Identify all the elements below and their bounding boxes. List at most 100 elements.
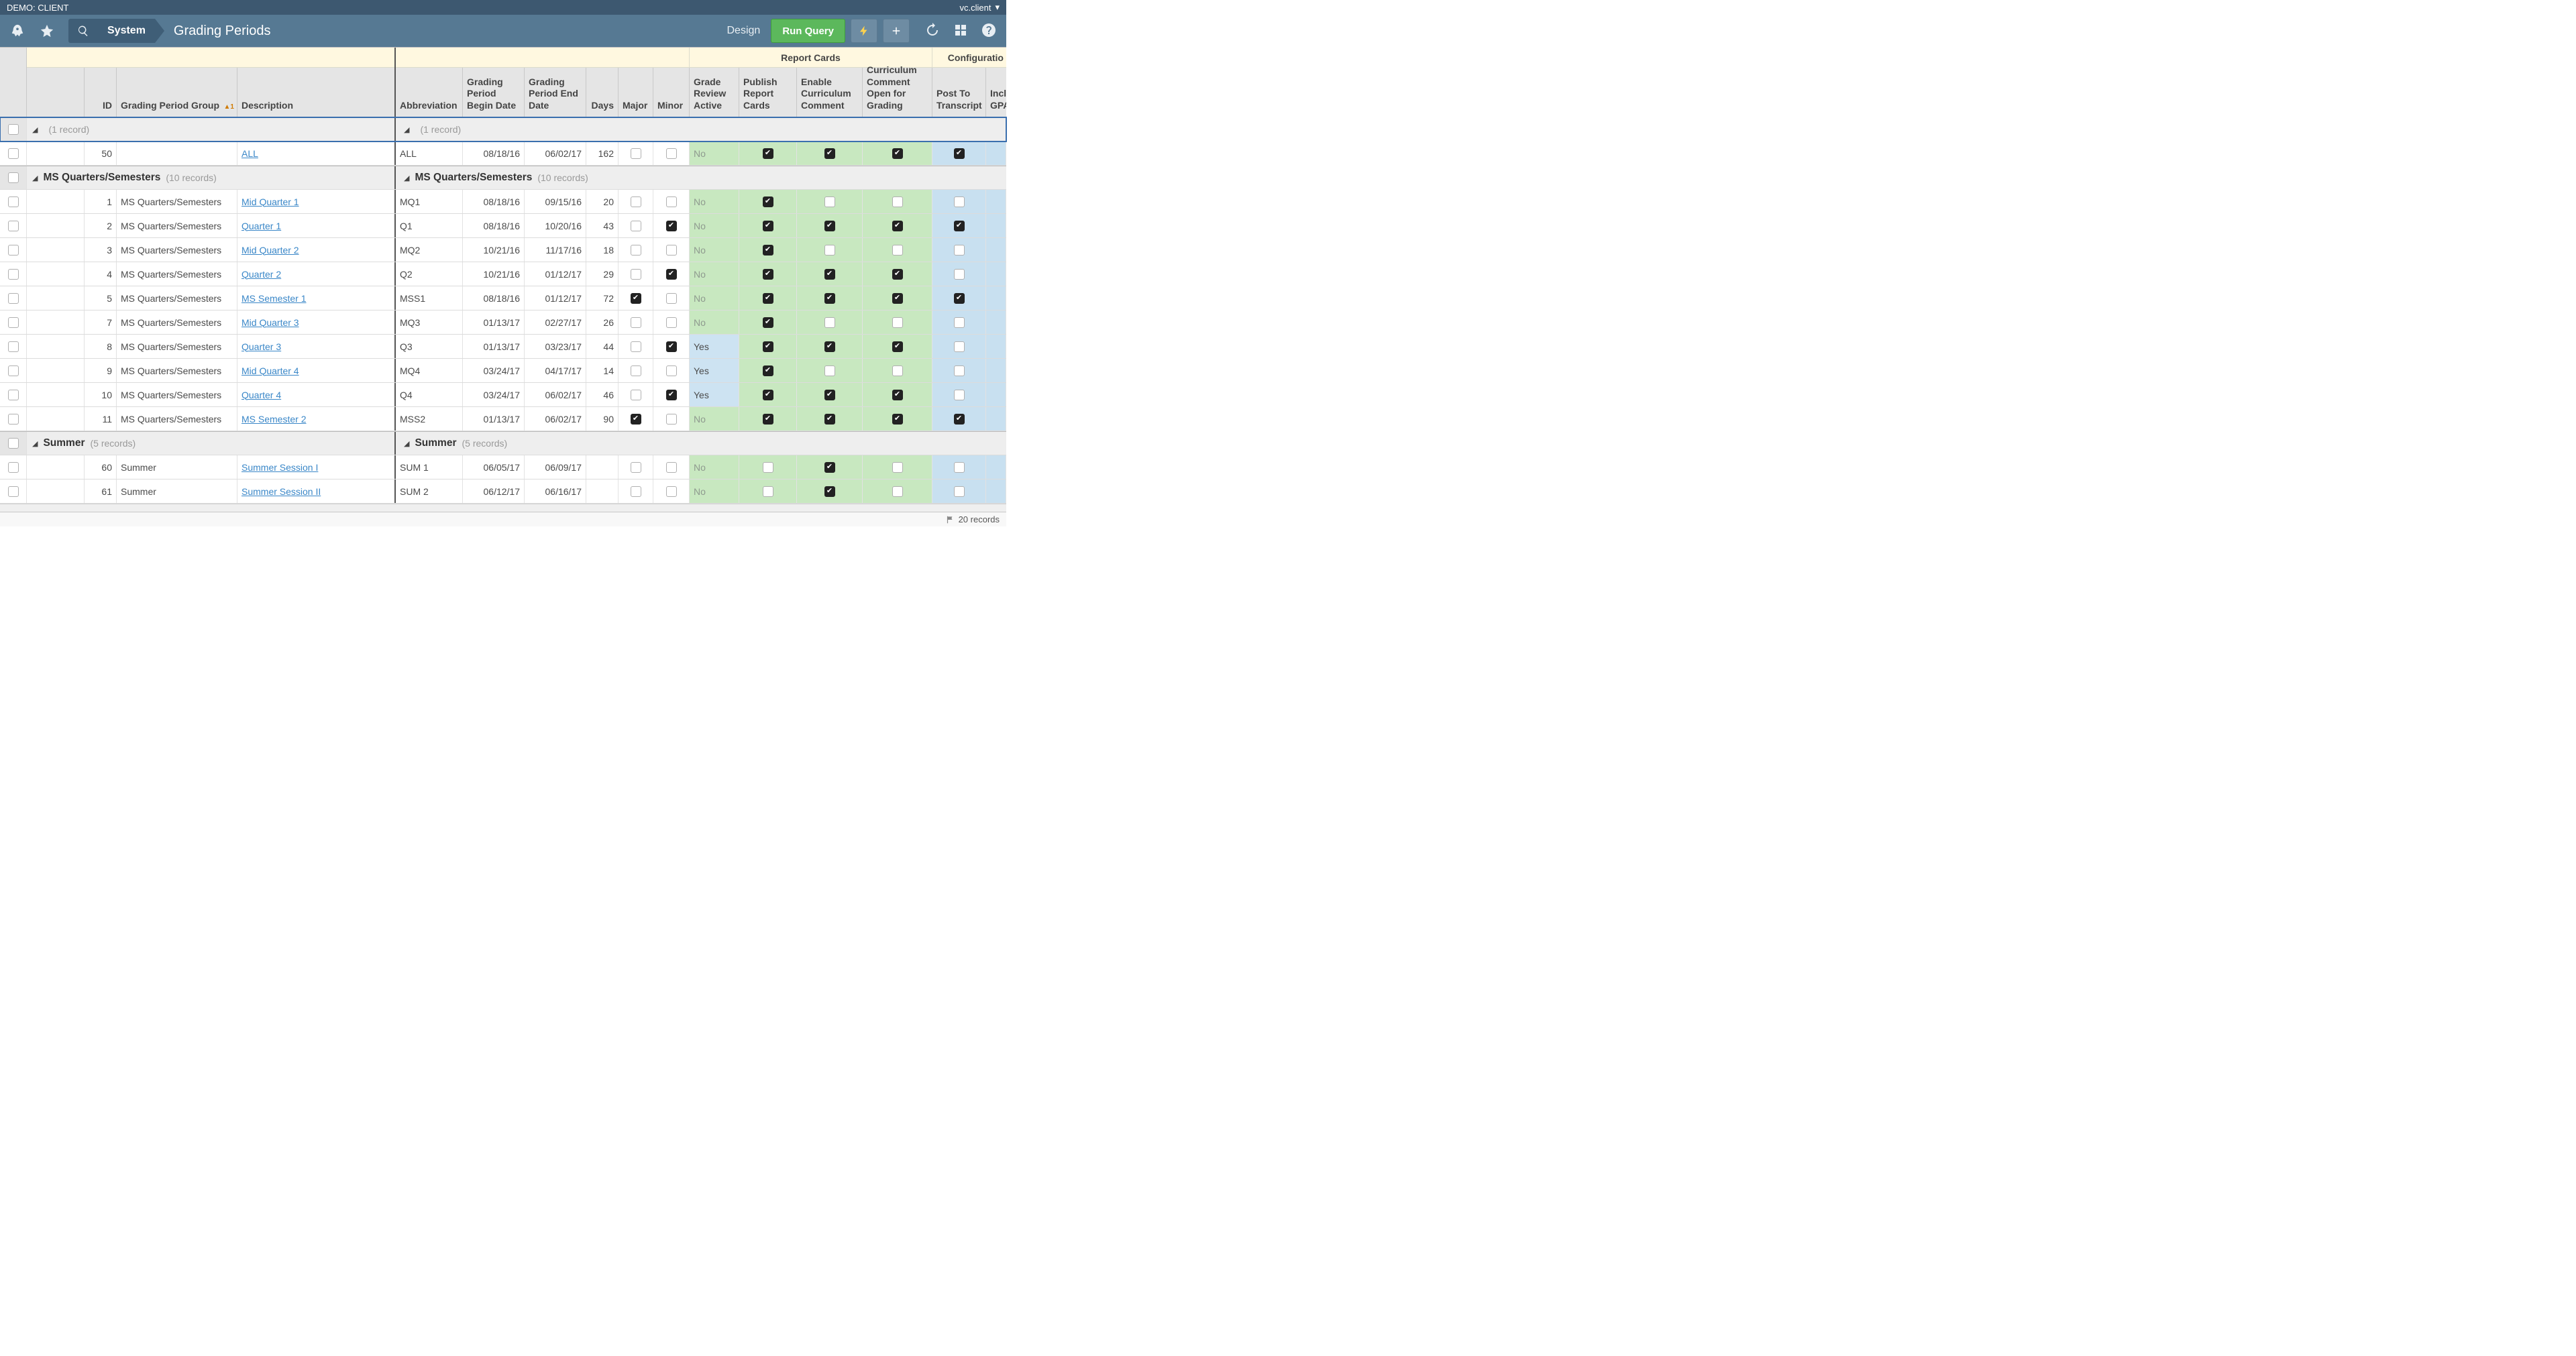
cell-post[interactable] — [932, 359, 986, 382]
header-id[interactable]: ID — [85, 68, 117, 117]
header-description[interactable]: Description — [237, 68, 396, 117]
cell-curriculum[interactable] — [863, 262, 932, 286]
user-menu[interactable]: vc.client ▾ — [960, 2, 1000, 13]
cell-publish[interactable] — [739, 383, 797, 406]
cell-enable[interactable] — [797, 238, 863, 262]
table-row[interactable]: 3 MS Quarters/Semesters Mid Quarter 2 MQ… — [0, 238, 1006, 262]
cell-curriculum[interactable] — [863, 383, 932, 406]
header-end-date[interactable]: Grading Period End Date — [525, 68, 586, 117]
bolt-button[interactable] — [851, 19, 877, 43]
collapse-icon[interactable]: ◢ — [404, 439, 409, 448]
checkbox[interactable] — [954, 390, 965, 400]
checkbox[interactable] — [824, 196, 835, 207]
row-checkbox[interactable] — [0, 407, 27, 431]
checkbox[interactable] — [666, 390, 677, 400]
run-query-button[interactable]: Run Query — [771, 19, 845, 43]
table-row[interactable]: 60 Summer Summer Session I SUM 1 06/05/1… — [0, 455, 1006, 479]
cell-enable[interactable] — [797, 142, 863, 165]
checkbox[interactable] — [666, 293, 677, 304]
checkbox[interactable] — [763, 486, 773, 497]
checkbox[interactable] — [8, 172, 19, 183]
checkbox[interactable] — [954, 317, 965, 328]
cell-minor[interactable] — [653, 262, 690, 286]
cell-curriculum[interactable] — [863, 407, 932, 431]
cell-description[interactable]: Quarter 3 — [237, 335, 396, 358]
cell-minor[interactable] — [653, 286, 690, 310]
cell-enable[interactable] — [797, 286, 863, 310]
cell-curriculum[interactable] — [863, 310, 932, 334]
checkbox[interactable] — [954, 245, 965, 256]
checkbox[interactable] — [763, 317, 773, 328]
checkbox[interactable] — [763, 196, 773, 207]
cell-curriculum[interactable] — [863, 238, 932, 262]
checkbox[interactable] — [892, 245, 903, 256]
cell-publish[interactable] — [739, 142, 797, 165]
design-link[interactable]: Design — [727, 25, 761, 37]
checkbox[interactable] — [631, 486, 641, 497]
table-row[interactable]: 1 MS Quarters/Semesters Mid Quarter 1 MQ… — [0, 190, 1006, 214]
checkbox[interactable] — [631, 317, 641, 328]
cell-minor[interactable] — [653, 359, 690, 382]
checkbox[interactable] — [824, 269, 835, 280]
table-row[interactable]: 7 MS Quarters/Semesters Mid Quarter 3 MQ… — [0, 310, 1006, 335]
checkbox[interactable] — [824, 221, 835, 231]
cell-grade-review[interactable]: No — [690, 190, 739, 213]
checkbox[interactable] — [8, 317, 19, 328]
cell-gpa[interactable] — [986, 335, 1006, 358]
checkbox[interactable] — [8, 462, 19, 473]
add-button[interactable] — [883, 19, 910, 43]
cell-enable[interactable] — [797, 359, 863, 382]
cell-grade-review[interactable]: Yes — [690, 383, 739, 406]
group-row[interactable]: ◢ (1 record) ◢ (1 record) — [0, 117, 1006, 142]
cell-grade-review[interactable]: No — [690, 286, 739, 310]
checkbox[interactable] — [631, 341, 641, 352]
checkbox[interactable] — [954, 414, 965, 425]
collapse-icon[interactable]: ◢ — [32, 439, 38, 448]
cell-description[interactable]: Quarter 4 — [237, 383, 396, 406]
header-publish[interactable]: Publish Report Cards — [739, 68, 797, 117]
checkbox[interactable] — [666, 341, 677, 352]
checkbox[interactable] — [763, 390, 773, 400]
checkbox[interactable] — [892, 414, 903, 425]
checkbox[interactable] — [666, 317, 677, 328]
table-row[interactable]: 61 Summer Summer Session II SUM 2 06/12/… — [0, 479, 1006, 504]
cell-minor[interactable] — [653, 479, 690, 503]
checkbox[interactable] — [954, 341, 965, 352]
cell-grade-review[interactable]: Yes — [690, 359, 739, 382]
header-abbreviation[interactable]: Abbreviation — [396, 68, 463, 117]
cell-minor[interactable] — [653, 238, 690, 262]
checkbox[interactable] — [892, 390, 903, 400]
header-curriculum-open[interactable]: Curriculum Comment Open for Grading — [863, 68, 932, 117]
cell-enable[interactable] — [797, 214, 863, 237]
checkbox[interactable] — [892, 462, 903, 473]
table-row[interactable]: 4 MS Quarters/Semesters Quarter 2 Q2 10/… — [0, 262, 1006, 286]
cell-gpa[interactable] — [986, 479, 1006, 503]
cell-grade-review[interactable]: No — [690, 214, 739, 237]
cell-minor[interactable] — [653, 455, 690, 479]
checkbox[interactable] — [892, 293, 903, 304]
cell-post[interactable] — [932, 286, 986, 310]
checkbox[interactable] — [954, 365, 965, 376]
cell-publish[interactable] — [739, 238, 797, 262]
collapse-icon[interactable]: ◢ — [404, 125, 409, 134]
cell-major[interactable] — [619, 190, 653, 213]
cell-publish[interactable] — [739, 214, 797, 237]
checkbox[interactable] — [8, 486, 19, 497]
cell-description[interactable]: MS Semester 1 — [237, 286, 396, 310]
row-checkbox[interactable] — [0, 455, 27, 479]
cell-grade-review[interactable]: No — [690, 310, 739, 334]
checkbox[interactable] — [892, 317, 903, 328]
checkbox[interactable] — [631, 221, 641, 231]
checkbox[interactable] — [8, 438, 19, 449]
cell-publish[interactable] — [739, 455, 797, 479]
checkbox[interactable] — [631, 390, 641, 400]
cell-curriculum[interactable] — [863, 190, 932, 213]
checkbox[interactable] — [666, 269, 677, 280]
checkbox[interactable] — [8, 341, 19, 352]
cell-publish[interactable] — [739, 190, 797, 213]
row-checkbox[interactable] — [0, 479, 27, 503]
checkbox[interactable] — [631, 148, 641, 159]
checkbox[interactable] — [824, 341, 835, 352]
cell-enable[interactable] — [797, 407, 863, 431]
cell-major[interactable] — [619, 407, 653, 431]
